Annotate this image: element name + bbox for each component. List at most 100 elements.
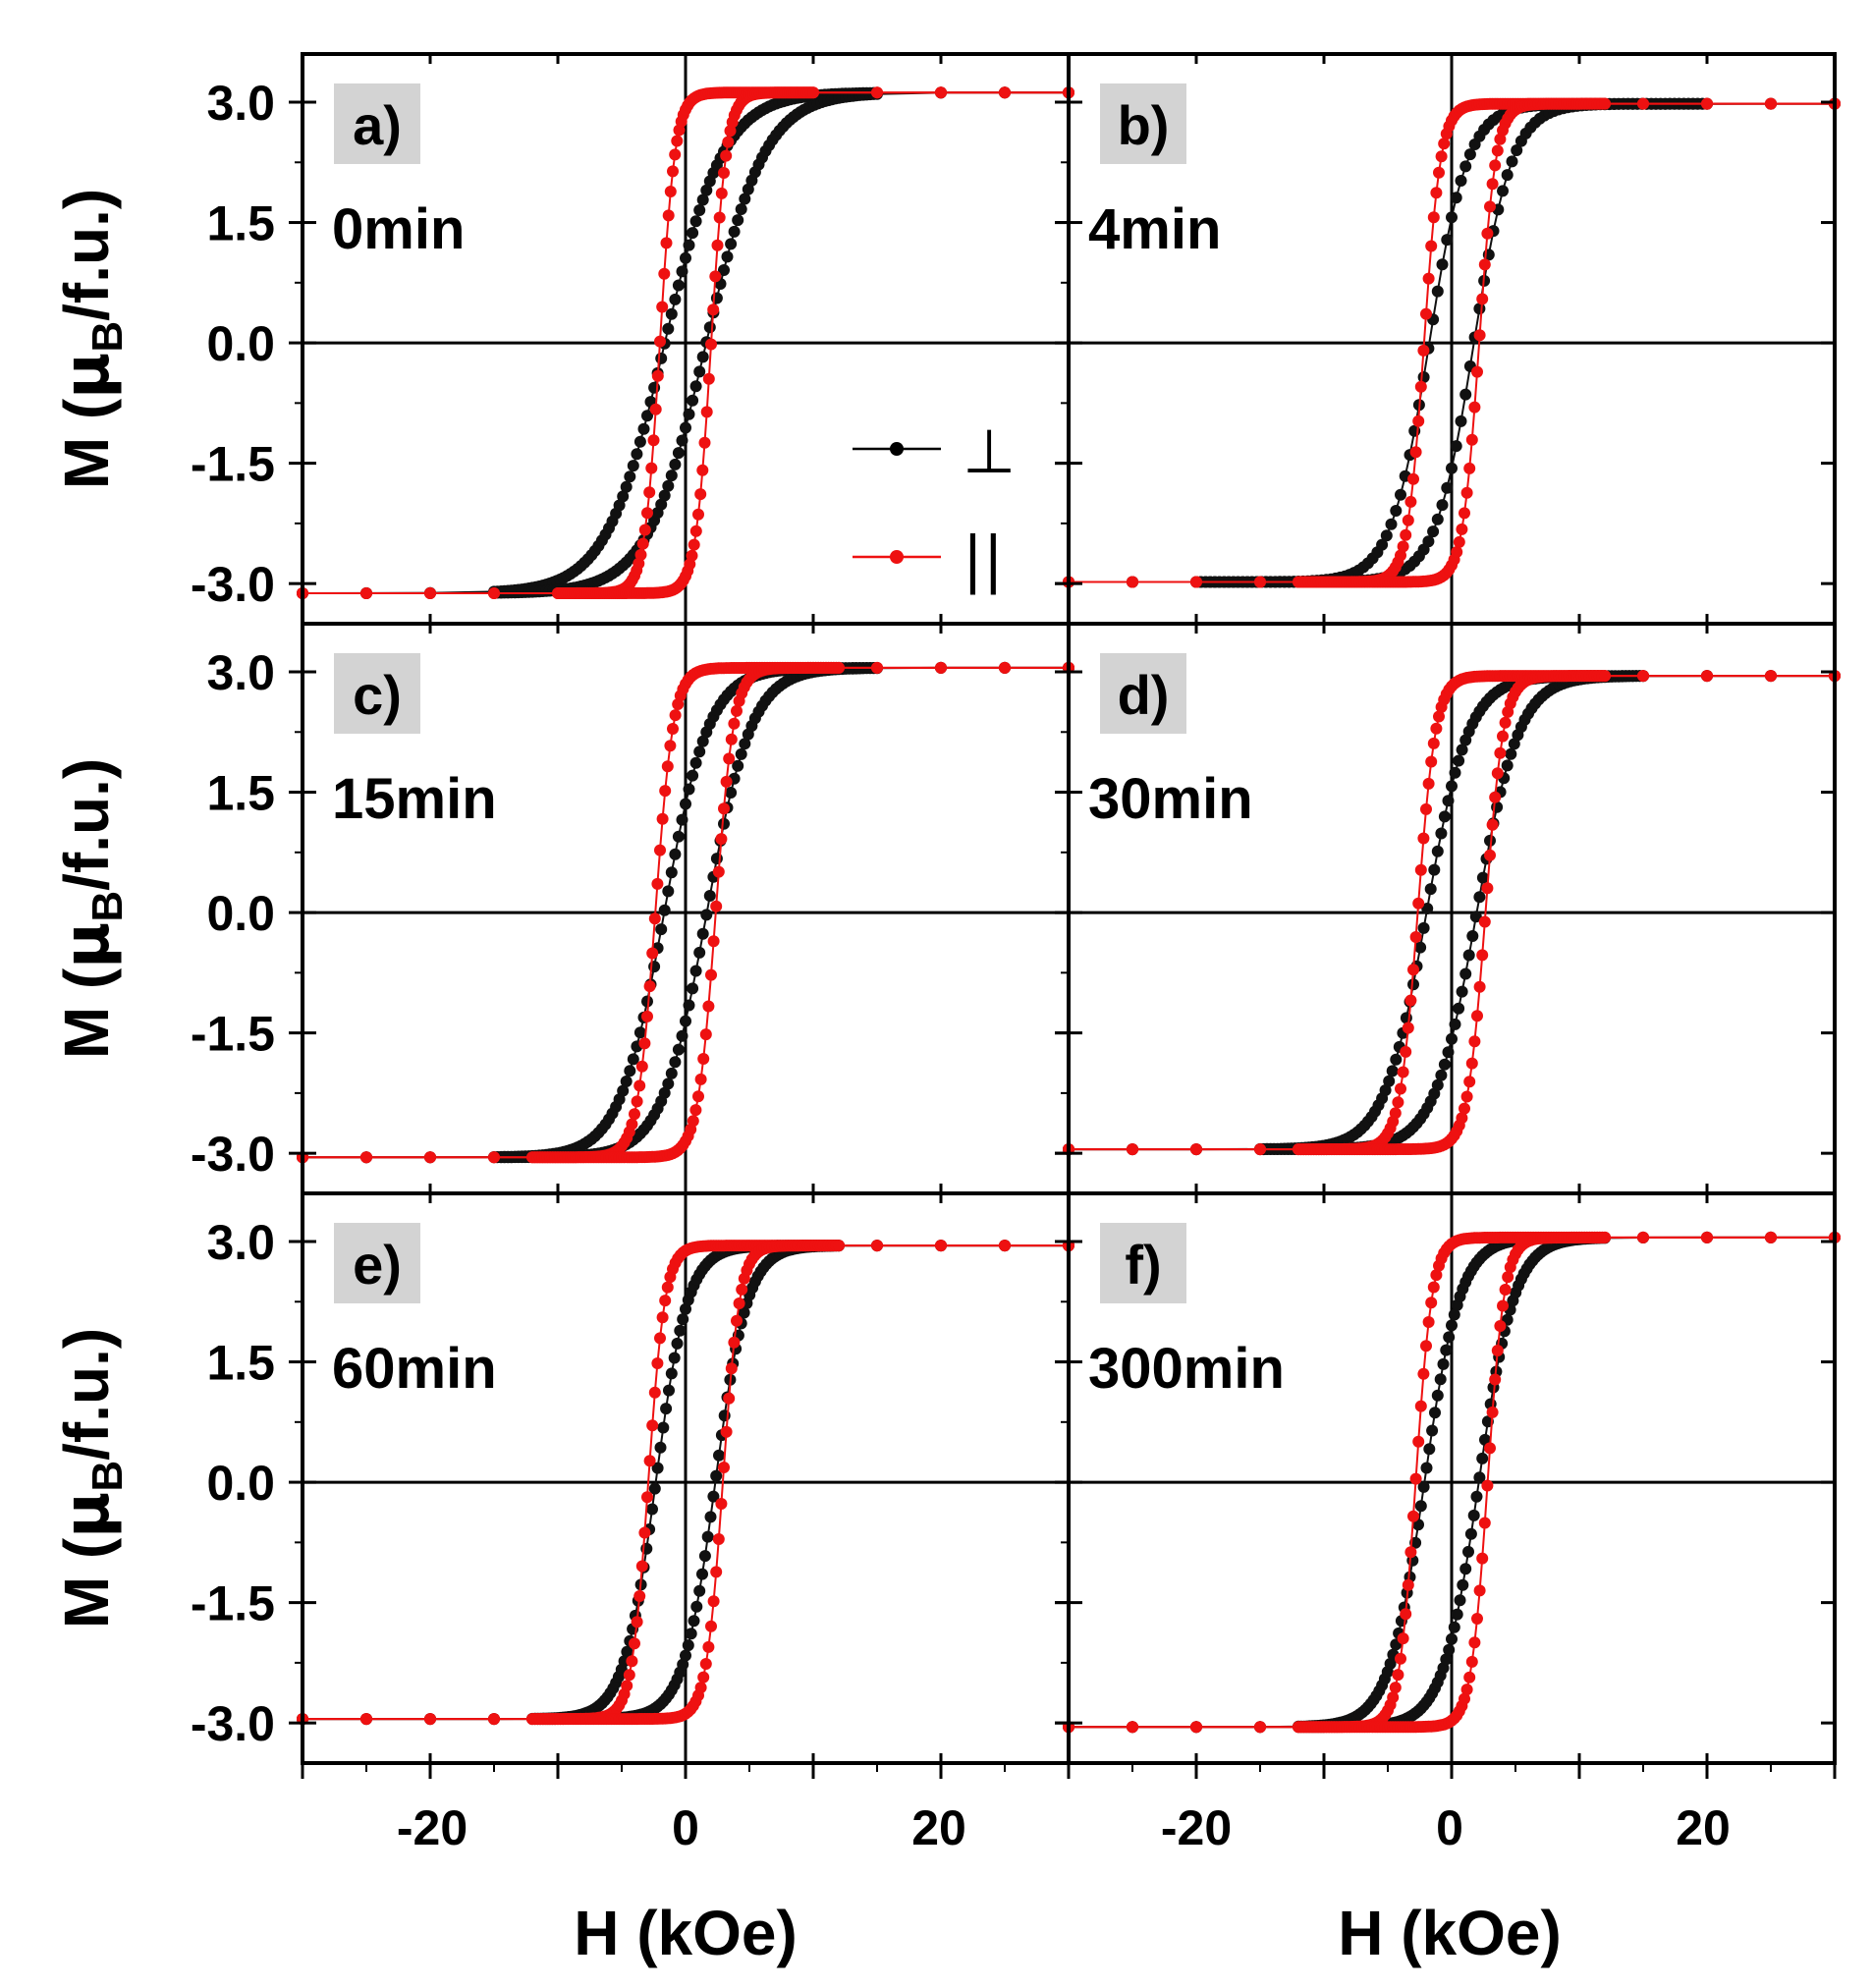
data-point [1476,949,1489,962]
y-tick-label: 1.5 [206,1336,275,1391]
data-point [999,661,1011,674]
data-point [709,270,722,283]
data-point [627,460,639,472]
data-point [682,1639,694,1652]
data-point [1484,200,1496,213]
series-para [1063,97,1841,588]
panel-grid: 3.0 1.5 0.0 -1.5 -3.0 a) 0min ⊥ || b) 4min 3.0 1.5 0.… [191,52,1841,1779]
data-point [1459,1102,1470,1115]
data-point [1414,941,1427,954]
data-point [1449,766,1461,779]
data-point [662,322,675,335]
data-point [1463,148,1476,161]
x-axis-title-left: H (kOe) [574,1898,798,1968]
data-point [694,488,707,501]
data-point [1497,185,1509,197]
data-point [807,86,819,99]
data-point [643,1455,656,1467]
data-point [655,352,668,364]
data-point [1397,540,1409,553]
data-point [722,136,735,148]
data-point [424,1713,436,1726]
data-point [715,833,728,846]
data-point [1502,1271,1514,1284]
data-point [654,335,666,348]
data-point [718,817,730,830]
y-axis-title-part: μ [51,1492,124,1538]
data-point [1486,1406,1499,1418]
data-point [1454,1594,1466,1607]
data-point [1420,307,1432,320]
data-point [683,239,695,251]
data-point [680,1302,691,1315]
data-point [643,980,656,993]
panel-d: d) 30min [1055,622,1841,1195]
data-point [1414,863,1427,876]
data-point [665,307,678,320]
data-point [1384,1657,1397,1670]
data-point [935,1240,947,1252]
data-point [1505,747,1517,760]
data-point [1420,1462,1433,1474]
data-point [655,923,668,936]
data-point [1491,1345,1504,1356]
data-point [1468,401,1481,414]
data-point [635,1060,648,1073]
data-point [651,1357,664,1369]
data-point [710,900,723,912]
data-point [1476,1452,1489,1464]
data-point [732,759,744,772]
data-point [1395,1082,1406,1095]
panel-e: 3.0 1.5 0.0 -1.5 -3.0 e) 60min [191,1191,1074,1779]
data-point [694,1682,707,1694]
series-para [297,86,1074,599]
data-point [731,704,743,717]
data-point [1438,1058,1451,1071]
data-point [700,406,713,418]
data-point [645,462,658,474]
data-point [711,239,724,251]
data-point [1422,1316,1435,1328]
data-point [646,1503,658,1516]
data-point [689,965,702,977]
data-point [672,279,685,292]
y-tick-label: 0.0 [206,316,275,371]
data-point [1468,1035,1481,1048]
data-point [721,250,734,263]
data-point [696,464,709,476]
data-point [641,507,653,520]
data-point [1489,791,1502,803]
data-point [1494,1320,1507,1332]
data-point [689,1104,702,1117]
data-point [1443,1331,1456,1344]
data-point [705,338,717,351]
data-point [1441,234,1454,247]
data-point [1407,978,1419,991]
data-point [1414,1500,1427,1513]
data-point [725,733,738,746]
panel-label-box [334,83,420,164]
data-point [935,661,947,674]
y-tick-label: -1.5 [191,1576,275,1631]
data-point [637,422,650,435]
data-point [1404,1546,1417,1559]
data-point [613,499,626,512]
data-point [689,380,702,393]
data-point [1427,1281,1440,1294]
y-tick-label: 3.0 [206,645,275,700]
data-point [660,237,673,249]
data-point [655,498,668,511]
data-point [1422,272,1435,285]
data-point [1456,1112,1468,1125]
data-point [626,1655,638,1668]
data-point [1431,845,1444,857]
data-point [725,238,738,250]
data-point [1765,97,1777,110]
data-point [623,1669,635,1682]
panel-a: 3.0 1.5 0.0 -1.5 -3.0 a) 0min ⊥ || [191,52,1074,626]
data-point [1380,529,1393,542]
data-point [1765,670,1777,683]
data-point [1701,1231,1713,1243]
data-point [1456,523,1468,535]
data-point [1425,755,1438,768]
